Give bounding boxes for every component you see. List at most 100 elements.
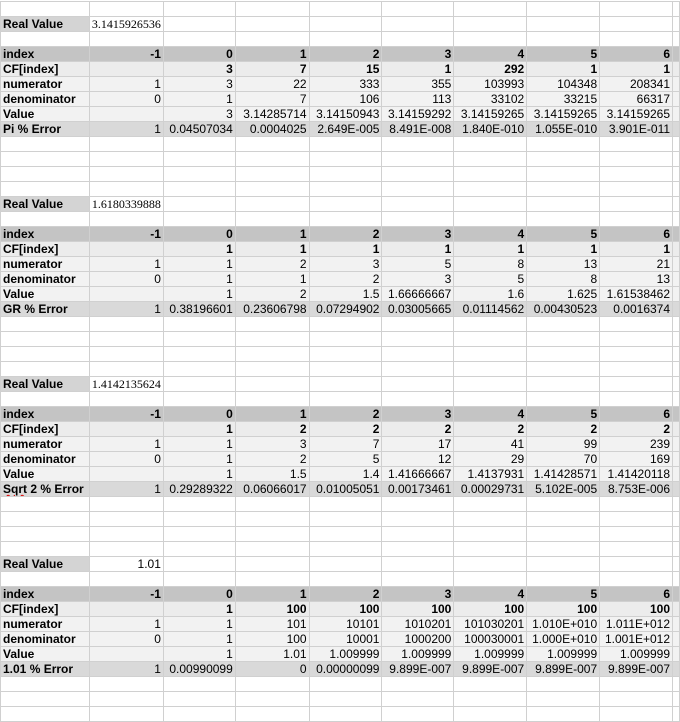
error-cell[interactable]: 0.00990099 bbox=[162, 661, 236, 677]
cell[interactable] bbox=[308, 571, 383, 587]
index-cell[interactable]: 5 bbox=[526, 226, 601, 242]
real-value-cell[interactable]: 1.6180339888 bbox=[88, 196, 164, 212]
cell[interactable] bbox=[672, 451, 680, 467]
cell[interactable] bbox=[599, 316, 674, 332]
cell[interactable] bbox=[381, 316, 455, 332]
cell[interactable] bbox=[234, 31, 310, 47]
denominator-cell[interactable]: 1 bbox=[162, 271, 236, 287]
cf-cell[interactable] bbox=[88, 61, 164, 77]
cell[interactable] bbox=[162, 376, 236, 392]
numerator-cell[interactable]: 208341 bbox=[599, 76, 674, 92]
index-cell[interactable]: 1 bbox=[234, 46, 310, 62]
cell[interactable] bbox=[453, 316, 528, 332]
cell[interactable] bbox=[0, 511, 90, 527]
value-cell[interactable]: 1.009999 bbox=[381, 646, 455, 662]
cell[interactable] bbox=[234, 331, 310, 347]
error-cell[interactable]: 0.07294902 bbox=[308, 301, 383, 317]
row-label[interactable]: Value bbox=[0, 646, 90, 662]
cell[interactable] bbox=[672, 541, 680, 557]
cell[interactable] bbox=[526, 166, 601, 182]
error-cell[interactable]: 0.06066017 bbox=[234, 481, 310, 497]
numerator-cell[interactable]: 41 bbox=[453, 436, 528, 452]
cell[interactable] bbox=[526, 181, 601, 197]
row-label[interactable]: Value bbox=[0, 106, 90, 122]
error-cell[interactable]: 0.23606798 bbox=[234, 301, 310, 317]
cell[interactable] bbox=[234, 706, 310, 722]
row-label[interactable]: denominator bbox=[0, 271, 90, 287]
value-cell[interactable]: 3.14159292 bbox=[381, 106, 455, 122]
row-label[interactable]: numerator bbox=[0, 256, 90, 272]
cf-cell[interactable]: 1 bbox=[453, 241, 528, 257]
error-cell[interactable]: 0.00173461 bbox=[381, 481, 455, 497]
row-label[interactable]: Value bbox=[0, 286, 90, 302]
error-cell[interactable]: 0.0016374 bbox=[599, 301, 674, 317]
cell[interactable] bbox=[381, 151, 455, 167]
row-label[interactable]: CF[index] bbox=[0, 241, 90, 257]
cell[interactable] bbox=[526, 16, 601, 32]
cell[interactable] bbox=[672, 271, 680, 287]
cell[interactable] bbox=[162, 691, 236, 707]
cell[interactable] bbox=[453, 361, 528, 377]
real-value-cell[interactable]: 1.01 bbox=[88, 556, 164, 572]
cell[interactable] bbox=[162, 16, 236, 32]
cf-cell[interactable]: 2 bbox=[526, 421, 601, 437]
cell[interactable] bbox=[381, 526, 455, 542]
cf-cell[interactable]: 1 bbox=[162, 241, 236, 257]
cell[interactable] bbox=[672, 616, 680, 632]
cell[interactable] bbox=[599, 676, 674, 692]
index-cell[interactable]: 5 bbox=[526, 46, 601, 62]
error-cell[interactable]: 0.01114562 bbox=[453, 301, 528, 317]
cell[interactable] bbox=[0, 526, 90, 542]
value-cell[interactable]: 1.41420118 bbox=[599, 466, 674, 482]
cell[interactable] bbox=[308, 511, 383, 527]
row-label[interactable]: denominator bbox=[0, 91, 90, 107]
value-cell[interactable]: 1.01 bbox=[234, 646, 310, 662]
row-label[interactable]: denominator bbox=[0, 451, 90, 467]
cell[interactable] bbox=[0, 676, 90, 692]
cell[interactable] bbox=[0, 181, 90, 197]
cell[interactable] bbox=[453, 571, 528, 587]
cell[interactable] bbox=[88, 706, 164, 722]
error-cell[interactable]: 1 bbox=[88, 481, 164, 497]
cell[interactable] bbox=[381, 16, 455, 32]
numerator-cell[interactable]: 1 bbox=[88, 436, 164, 452]
numerator-cell[interactable]: 3 bbox=[234, 436, 310, 452]
cf-cell[interactable]: 7 bbox=[234, 61, 310, 77]
cell[interactable] bbox=[162, 511, 236, 527]
cell[interactable] bbox=[0, 316, 90, 332]
cell[interactable] bbox=[453, 31, 528, 47]
cell[interactable] bbox=[234, 526, 310, 542]
cell[interactable] bbox=[308, 346, 383, 362]
cell[interactable] bbox=[381, 391, 455, 407]
cell[interactable] bbox=[526, 496, 601, 512]
cell[interactable] bbox=[672, 46, 680, 62]
error-label[interactable]: Pi % Error bbox=[0, 121, 90, 137]
cell[interactable] bbox=[453, 511, 528, 527]
value-cell[interactable]: 1.6 bbox=[453, 286, 528, 302]
cell[interactable] bbox=[162, 556, 236, 572]
cell[interactable] bbox=[381, 676, 455, 692]
cell[interactable] bbox=[599, 346, 674, 362]
cell[interactable] bbox=[308, 706, 383, 722]
cell[interactable] bbox=[234, 211, 310, 227]
cell[interactable] bbox=[672, 1, 680, 17]
error-cell[interactable]: 0.03005665 bbox=[381, 301, 455, 317]
cell[interactable] bbox=[599, 331, 674, 347]
numerator-cell[interactable]: 103993 bbox=[453, 76, 528, 92]
error-cell[interactable]: 0.00000099 bbox=[308, 661, 383, 677]
denominator-cell[interactable]: 1000200 bbox=[381, 631, 455, 647]
cell[interactable] bbox=[0, 1, 90, 17]
cell[interactable] bbox=[381, 361, 455, 377]
index-cell[interactable]: 6 bbox=[599, 46, 674, 62]
cell[interactable] bbox=[672, 526, 680, 542]
denominator-cell[interactable]: 3 bbox=[381, 271, 455, 287]
real-value-cell[interactable]: 1.4142135624 bbox=[88, 376, 164, 392]
cell[interactable] bbox=[88, 136, 164, 152]
denominator-cell[interactable]: 1.000E+010 bbox=[526, 631, 601, 647]
denominator-cell[interactable]: 100 bbox=[234, 631, 310, 647]
cell[interactable] bbox=[526, 136, 601, 152]
cell[interactable] bbox=[453, 331, 528, 347]
index-cell[interactable]: 3 bbox=[381, 226, 455, 242]
cell[interactable] bbox=[672, 16, 680, 32]
cell[interactable] bbox=[88, 541, 164, 557]
